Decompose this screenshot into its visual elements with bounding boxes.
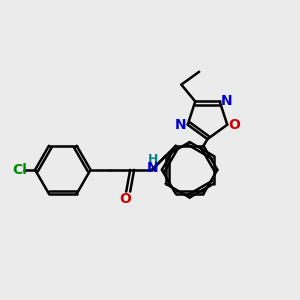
Text: N: N (221, 94, 232, 109)
Text: O: O (228, 118, 240, 132)
Text: N: N (147, 161, 159, 175)
Text: N: N (175, 118, 187, 132)
Text: O: O (119, 191, 131, 206)
Text: H: H (148, 153, 158, 167)
Text: Cl: Cl (12, 163, 27, 177)
